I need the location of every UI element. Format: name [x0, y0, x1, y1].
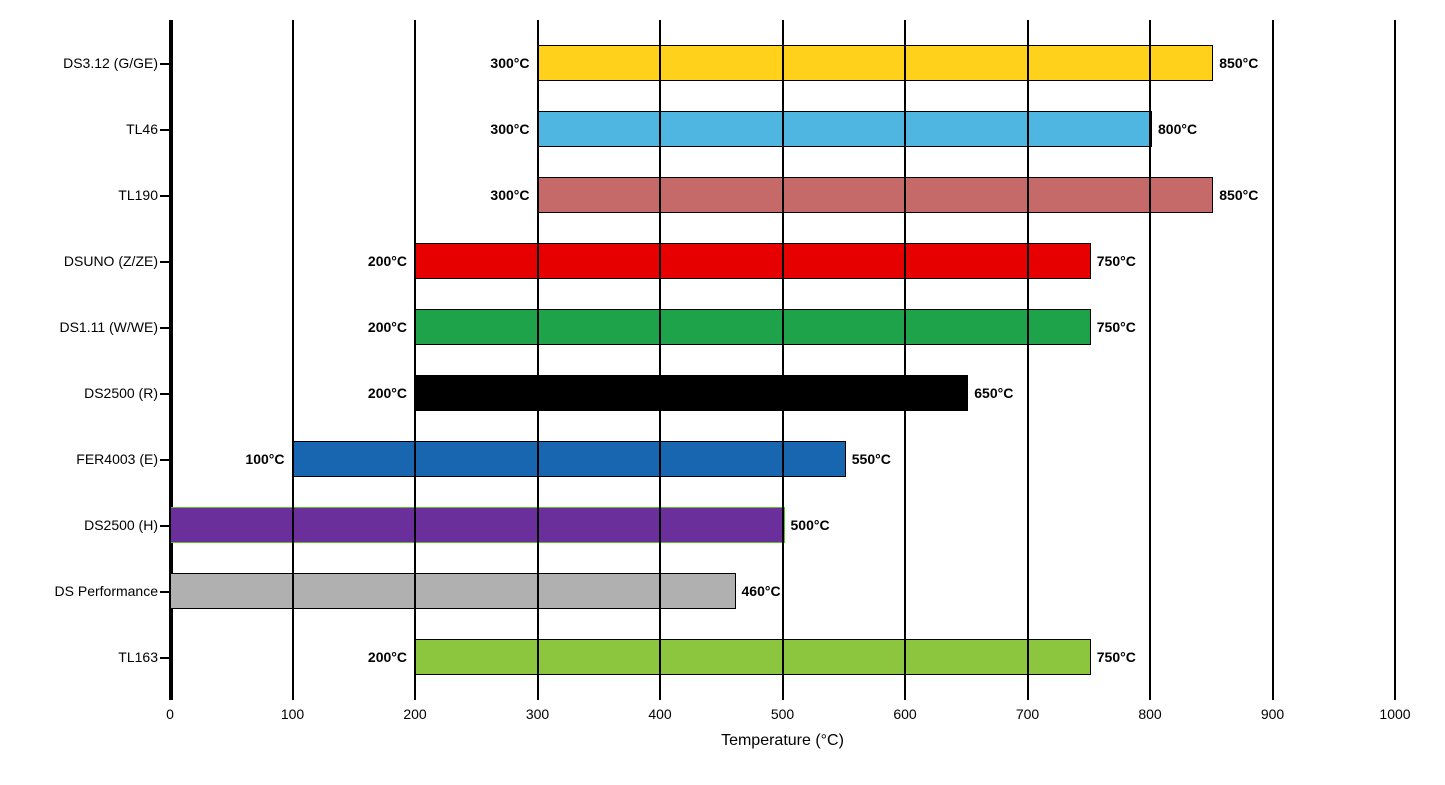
- end-value-label: 650°C: [974, 385, 1013, 401]
- category-label: DS3.12 (G/GE): [20, 55, 170, 71]
- gridline: [1149, 20, 1151, 700]
- gridline: [537, 20, 539, 700]
- end-value-label: 500°C: [791, 517, 830, 533]
- x-tick-label: 100: [281, 706, 304, 722]
- gridline: [169, 20, 171, 700]
- temperature-bar: [538, 177, 1214, 213]
- start-value-label: 300°C: [490, 121, 529, 137]
- category-label: FER4003 (E): [20, 451, 170, 467]
- gridline: [1027, 20, 1029, 700]
- x-ticks: 01002003004005006007008009001000: [170, 700, 1395, 730]
- gridline: [414, 20, 416, 700]
- category-label: TL163: [20, 649, 170, 665]
- end-value-label: 750°C: [1097, 319, 1136, 335]
- x-tick-label: 400: [648, 706, 671, 722]
- gridline: [782, 20, 784, 700]
- category-label: DS2500 (H): [20, 517, 170, 533]
- start-value-label: 200°C: [368, 649, 407, 665]
- end-value-label: 800°C: [1158, 121, 1197, 137]
- end-value-label: 550°C: [852, 451, 891, 467]
- gridline: [904, 20, 906, 700]
- end-value-label: 750°C: [1097, 649, 1136, 665]
- category-label: DS2500 (R): [20, 385, 170, 401]
- temperature-bar: [538, 111, 1153, 147]
- x-tick-label: 800: [1138, 706, 1161, 722]
- x-tick-label: 0: [166, 706, 174, 722]
- x-tick-label: 600: [893, 706, 916, 722]
- temperature-bar: [170, 507, 785, 543]
- start-value-label: 200°C: [368, 385, 407, 401]
- gridline: [1272, 20, 1274, 700]
- start-value-label: 200°C: [368, 253, 407, 269]
- x-tick-label: 1000: [1379, 706, 1410, 722]
- x-tick-label: 200: [403, 706, 426, 722]
- category-label: DS1.11 (W/WE): [20, 319, 170, 335]
- x-axis-label: Temperature (°C): [170, 732, 1395, 750]
- temperature-bar: [415, 309, 1091, 345]
- start-value-label: 300°C: [490, 55, 529, 71]
- plot-area: DS3.12 (G/GE)300°C850°CTL46300°C800°CTL1…: [170, 20, 1395, 700]
- end-value-label: 460°C: [742, 583, 781, 599]
- x-tick-label: 700: [1016, 706, 1039, 722]
- end-value-label: 750°C: [1097, 253, 1136, 269]
- category-label: TL46: [20, 121, 170, 137]
- end-value-label: 850°C: [1219, 187, 1258, 203]
- category-label: DS Performance: [20, 583, 170, 599]
- temperature-bar: [415, 639, 1091, 675]
- temperature-bar: [415, 375, 968, 411]
- start-value-label: 100°C: [245, 451, 284, 467]
- gridline: [292, 20, 294, 700]
- x-tick-label: 500: [771, 706, 794, 722]
- category-label: DSUNO (Z/ZE): [20, 253, 170, 269]
- temperature-bar: [293, 441, 846, 477]
- gridline: [659, 20, 661, 700]
- start-value-label: 300°C: [490, 187, 529, 203]
- start-value-label: 200°C: [368, 319, 407, 335]
- end-value-label: 850°C: [1219, 55, 1258, 71]
- temperature-bar: [170, 573, 736, 609]
- gridline: [1394, 20, 1396, 700]
- x-tick-label: 300: [526, 706, 549, 722]
- temperature-bar: [415, 243, 1091, 279]
- x-tick-label: 900: [1261, 706, 1284, 722]
- category-label: TL190: [20, 187, 170, 203]
- temperature-bar: [538, 45, 1214, 81]
- temperature-range-chart: DS3.12 (G/GE) 300°C 850°C TL46 300°C 800°C TL1…: [20, 20, 1425, 765]
